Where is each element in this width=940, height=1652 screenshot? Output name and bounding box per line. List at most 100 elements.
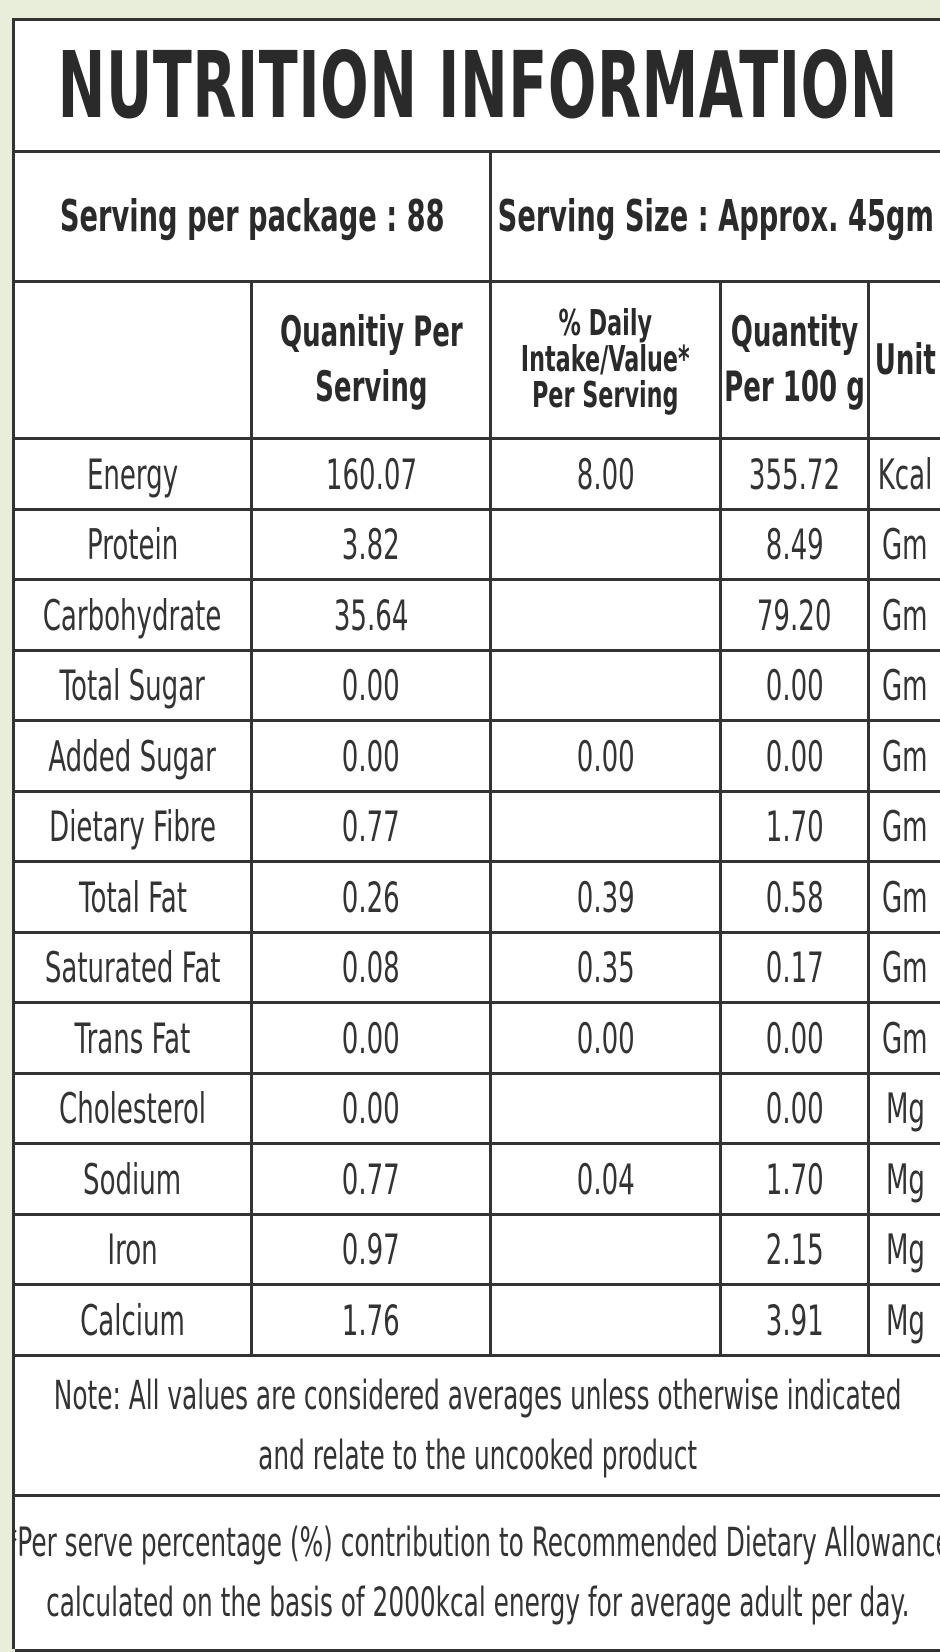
value: 0.00 — [576, 1013, 635, 1063]
nutrient-name-cell: Dietary Fibre — [15, 793, 253, 863]
nutrient-name-cell: Saturated Fat — [15, 934, 253, 1004]
nutrient-name-cell: Energy — [15, 440, 253, 511]
value-cell: Gm — [870, 511, 940, 581]
value: 0.00 — [342, 661, 400, 710]
value-cell: 0.00 — [253, 722, 492, 793]
value: 2.15 — [765, 1225, 824, 1274]
nutrition-panel: NUTRITION INFORMATION Serving per package… — [12, 18, 940, 1652]
nutrient-name: Carbohydrate — [43, 590, 222, 640]
value: 0.00 — [342, 731, 400, 781]
value-cell: 0.00 — [492, 1004, 722, 1075]
nutrient-name-cell: Carbohydrate — [15, 581, 253, 652]
value: 0.00 — [342, 1084, 400, 1133]
value-cell: 0.04 — [492, 1145, 722, 1216]
nutrient-name: Saturated Fat — [44, 943, 221, 992]
value-cell: 79.20 — [722, 581, 870, 652]
value-cell: 0.00 — [253, 652, 492, 722]
value: 1.76 — [342, 1295, 400, 1345]
value: Gm — [882, 520, 928, 569]
title: NUTRITION INFORMATION — [57, 32, 898, 139]
serving-per-package: Serving per package : 88 — [59, 191, 445, 242]
nutrient-name-cell: Cholesterol — [15, 1075, 253, 1145]
serving-size-cell: Serving Size : Approx. 45gm — [492, 153, 940, 283]
value-cell — [492, 1216, 722, 1286]
value: 0.00 — [765, 1084, 824, 1133]
value: 3.91 — [765, 1295, 824, 1345]
footnote-cell: *Per serve percentage (%) contribution t… — [15, 1497, 940, 1652]
serving-size: Serving Size : Approx. 45gm — [497, 191, 935, 242]
nutrient-name: Iron — [107, 1225, 158, 1274]
nutrient-name: Sodium — [83, 1154, 182, 1204]
value: 0.26 — [342, 872, 400, 922]
nutrient-name: Total Fat — [78, 872, 187, 922]
value: 0.35 — [576, 943, 635, 992]
value-cell: 35.64 — [253, 581, 492, 652]
nutrient-name-cell: Calcium — [15, 1286, 253, 1357]
value: Mg — [885, 1154, 925, 1204]
value: Gm — [882, 661, 928, 710]
value-cell: Gm — [870, 652, 940, 722]
value-cell: 0.00 — [253, 1075, 492, 1145]
nutrient-name: Trans Fat — [74, 1013, 191, 1063]
value: 0.00 — [342, 1013, 400, 1063]
value: Gm — [882, 731, 928, 781]
value-cell: 0.26 — [253, 863, 492, 934]
value-cell: 0.58 — [722, 863, 870, 934]
column-header-cell: % Daily Intake/Value* Per Serving — [492, 283, 722, 440]
value-cell: 0.17 — [722, 934, 870, 1004]
value: Mg — [885, 1225, 925, 1274]
nutrient-name-cell: Protein — [15, 511, 253, 581]
value-cell: Gm — [870, 1004, 940, 1075]
note: Note: All values are considered averages… — [53, 1372, 902, 1479]
value-cell — [492, 511, 722, 581]
value-cell — [492, 581, 722, 652]
value: 35.64 — [333, 590, 409, 640]
nutrient-name-cell: Total Fat — [15, 863, 253, 934]
value-cell: 0.00 — [722, 1075, 870, 1145]
value: 1.70 — [765, 802, 824, 851]
value: 355.72 — [748, 449, 841, 499]
column-header-cell: Quantity Per 100 g — [722, 283, 870, 440]
nutrient-name-cell: Iron — [15, 1216, 253, 1286]
value-cell: 0.00 — [722, 722, 870, 793]
value: 0.58 — [765, 872, 824, 922]
column-header-cell: Unit — [870, 283, 940, 440]
value-cell: 0.39 — [492, 863, 722, 934]
value: 0.97 — [342, 1225, 400, 1274]
value-cell: Mg — [870, 1145, 940, 1216]
value: 0.04 — [576, 1154, 635, 1204]
value: 0.00 — [765, 661, 824, 710]
value: Mg — [885, 1084, 925, 1133]
value-cell — [492, 1286, 722, 1357]
value: 0.08 — [342, 943, 400, 992]
value: Gm — [882, 1013, 928, 1063]
value-cell: Gm — [870, 934, 940, 1004]
value-cell: 0.77 — [253, 793, 492, 863]
value: Gm — [882, 802, 928, 851]
value-cell: Gm — [870, 722, 940, 793]
column-header: Quanitiy Per Serving — [279, 307, 463, 411]
value-cell: Gm — [870, 581, 940, 652]
value-cell: 0.77 — [253, 1145, 492, 1216]
nutrient-name-cell: Trans Fat — [15, 1004, 253, 1075]
value-cell: 0.08 — [253, 934, 492, 1004]
value-cell: Kcal — [870, 440, 940, 511]
value-cell: 0.00 — [722, 652, 870, 722]
value: Kcal — [877, 449, 933, 499]
nutrient-name: Added Sugar — [48, 731, 217, 781]
value-cell: 8.49 — [722, 511, 870, 581]
nutrient-name: Protein — [86, 520, 179, 569]
value-cell — [492, 1075, 722, 1145]
value-cell: Mg — [870, 1216, 940, 1286]
value: 0.00 — [765, 1013, 824, 1063]
nutrient-name: Calcium — [80, 1295, 185, 1345]
title-cell: NUTRITION INFORMATION — [15, 21, 940, 153]
value: 0.00 — [576, 731, 635, 781]
value: 0.39 — [576, 872, 635, 922]
value: Gm — [882, 590, 928, 640]
nutrient-name: Cholesterol — [59, 1084, 206, 1133]
value: 0.00 — [765, 731, 824, 781]
value-cell — [492, 652, 722, 722]
value-cell: 1.70 — [722, 793, 870, 863]
